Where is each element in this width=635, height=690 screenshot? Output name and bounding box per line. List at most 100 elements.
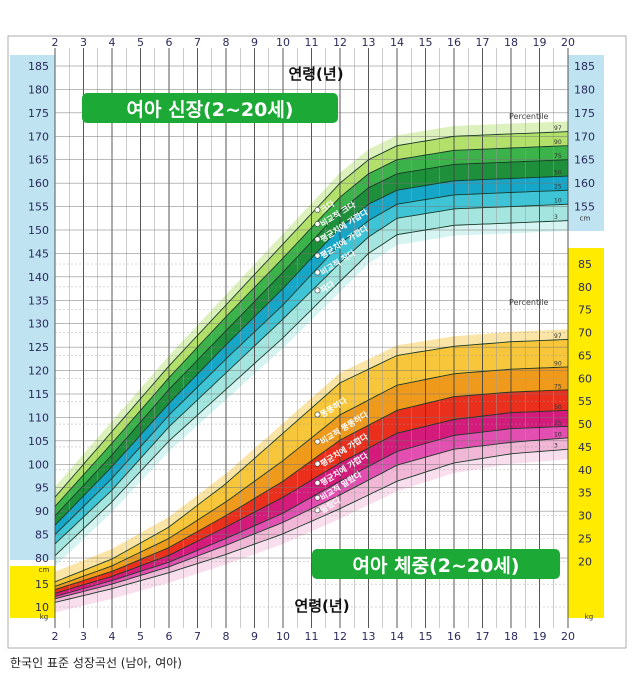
- x-tick-bottom-19: 19: [533, 630, 547, 643]
- x-tick-bottom-4: 4: [109, 630, 116, 643]
- x-tick-top-14: 14: [390, 36, 404, 49]
- weight-tick-right-50: 50: [578, 418, 592, 431]
- x-tick-bottom-18: 18: [504, 630, 518, 643]
- height-tick-left-105: 105: [28, 435, 49, 448]
- weight-tick-right-55: 55: [578, 395, 592, 408]
- weight-descriptor-dot: [314, 479, 321, 486]
- weight-descriptor-dot: [314, 438, 321, 445]
- height-tick-left-125: 125: [28, 341, 49, 354]
- weight-tick-right-80: 80: [578, 281, 592, 294]
- x-tick-top-19: 19: [533, 36, 547, 49]
- weight-percentile-tick-3: 3: [554, 443, 558, 450]
- height-percentile-tick-25: 25: [554, 184, 562, 191]
- x-tick-top-7: 7: [194, 36, 201, 49]
- x-tick-top-11: 11: [305, 36, 319, 49]
- x-tick-top-20: 20: [561, 36, 575, 49]
- height-tick-left-145: 145: [28, 247, 49, 260]
- x-tick-bottom-10: 10: [276, 630, 290, 643]
- x-tick-bottom-2: 2: [52, 630, 59, 643]
- x-tick-top-13: 13: [362, 36, 376, 49]
- weight-line-p25: [54, 425, 569, 597]
- height-tick-left-130: 130: [28, 318, 49, 331]
- x-tick-bottom-6: 6: [166, 630, 173, 643]
- weight-percentile-tick-25: 25: [554, 420, 562, 427]
- height-tick-left-150: 150: [28, 224, 49, 237]
- x-tick-top-12: 12: [333, 36, 347, 49]
- weight-tick-right-25: 25: [578, 532, 592, 545]
- weight-percentile-tick-90: 90: [554, 360, 562, 367]
- x-axis-title-bottom: 연령(년): [294, 597, 349, 615]
- height-tick-left-185: 185: [28, 60, 49, 73]
- height-descriptor-dot: [314, 221, 321, 227]
- x-tick-top-18: 18: [504, 36, 518, 49]
- weight-tick-right-70: 70: [578, 327, 592, 340]
- height-percentile-tick-3: 3: [554, 214, 558, 221]
- weight-tick-left-15: 15: [35, 578, 49, 591]
- grid: [54, 48, 569, 628]
- height-tick-left-80: 80: [35, 552, 49, 565]
- x-tick-bottom-17: 17: [476, 630, 490, 643]
- height-tick-left-180: 180: [28, 83, 49, 96]
- height-tick-left-100: 100: [28, 458, 49, 471]
- weight-tick-right-30: 30: [578, 510, 592, 523]
- x-tick-bottom-15: 15: [419, 630, 433, 643]
- weight-percentile-label: Percentile: [509, 298, 549, 307]
- height-descriptor-dot: [314, 236, 321, 243]
- height-line-p25: [54, 189, 569, 535]
- height-descriptor-dot: [314, 287, 321, 294]
- height-percentile-tick-90: 90: [554, 139, 562, 146]
- x-tick-top-10: 10: [276, 36, 290, 49]
- height-tick-left-110: 110: [28, 411, 49, 424]
- height-tick-right-175: 175: [574, 107, 595, 120]
- left-weight-axis-strip: [10, 566, 55, 618]
- x-tick-bottom-13: 13: [362, 630, 376, 643]
- weight-tick-right-40: 40: [578, 464, 592, 477]
- height-unit-left: cm: [39, 566, 50, 574]
- weight-line-p90: [54, 366, 569, 587]
- weight-line-p3: [54, 448, 569, 603]
- chart-labels: 연령(년) 연령(년) 여아 신장(2~20세) 여아 체중(2~20세) Pe…: [82, 65, 560, 615]
- x-tick-bottom-14: 14: [390, 630, 404, 643]
- x-axis-title-top: 연령(년): [288, 65, 343, 83]
- height-line-p75: [54, 159, 569, 517]
- height-tick-left-155: 155: [28, 201, 49, 214]
- height-tick-left-160: 160: [28, 177, 49, 190]
- height-tick-left-165: 165: [28, 154, 49, 167]
- x-tick-top-4: 4: [109, 36, 116, 49]
- weight-percentile-tick-50: 50: [554, 404, 562, 411]
- axes: 2233445566778899101011111212131314141515…: [28, 36, 595, 643]
- weight-title-box: [312, 549, 560, 579]
- weight-unit-right: kg: [585, 613, 594, 621]
- height-tick-left-140: 140: [28, 271, 49, 284]
- height-tick-right-165: 165: [574, 154, 595, 167]
- height-percentile-tick-97: 97: [554, 125, 562, 132]
- x-tick-bottom-9: 9: [251, 630, 258, 643]
- height-title-box: [82, 93, 338, 123]
- height-tick-right-180: 180: [574, 83, 595, 96]
- left-height-axis-strip: [10, 55, 55, 560]
- weight-tick-right-75: 75: [578, 304, 592, 317]
- weight-tick-left-10: 10: [35, 601, 49, 614]
- height-line-p50: [54, 175, 569, 526]
- x-tick-top-15: 15: [419, 36, 433, 49]
- height-descriptor-dot: [314, 207, 321, 213]
- height-tick-left-95: 95: [35, 482, 49, 495]
- chart-caption: 한국인 표준 성장곡선 (남아, 여아): [10, 656, 182, 670]
- weight-unit-left: kg: [40, 613, 49, 621]
- weight-chart-title: 여아 체중(2~20세): [353, 555, 520, 577]
- height-chart-title: 여아 신장(2~20세): [127, 99, 294, 121]
- height-percentile-tick-50: 50: [554, 170, 562, 177]
- height-line-p3: [54, 220, 569, 557]
- height-tick-right-185: 185: [574, 60, 595, 73]
- x-tick-top-17: 17: [476, 36, 490, 49]
- weight-tick-right-45: 45: [578, 441, 592, 454]
- x-tick-top-16: 16: [447, 36, 461, 49]
- height-descriptor-dot: [314, 269, 321, 276]
- x-tick-bottom-12: 12: [333, 630, 347, 643]
- height-unit-right: cm: [580, 215, 591, 223]
- weight-tick-right-35: 35: [578, 487, 592, 500]
- height-percentile-tick-75: 75: [554, 153, 562, 160]
- x-tick-top-2: 2: [52, 36, 59, 49]
- height-line-p10: [54, 203, 569, 545]
